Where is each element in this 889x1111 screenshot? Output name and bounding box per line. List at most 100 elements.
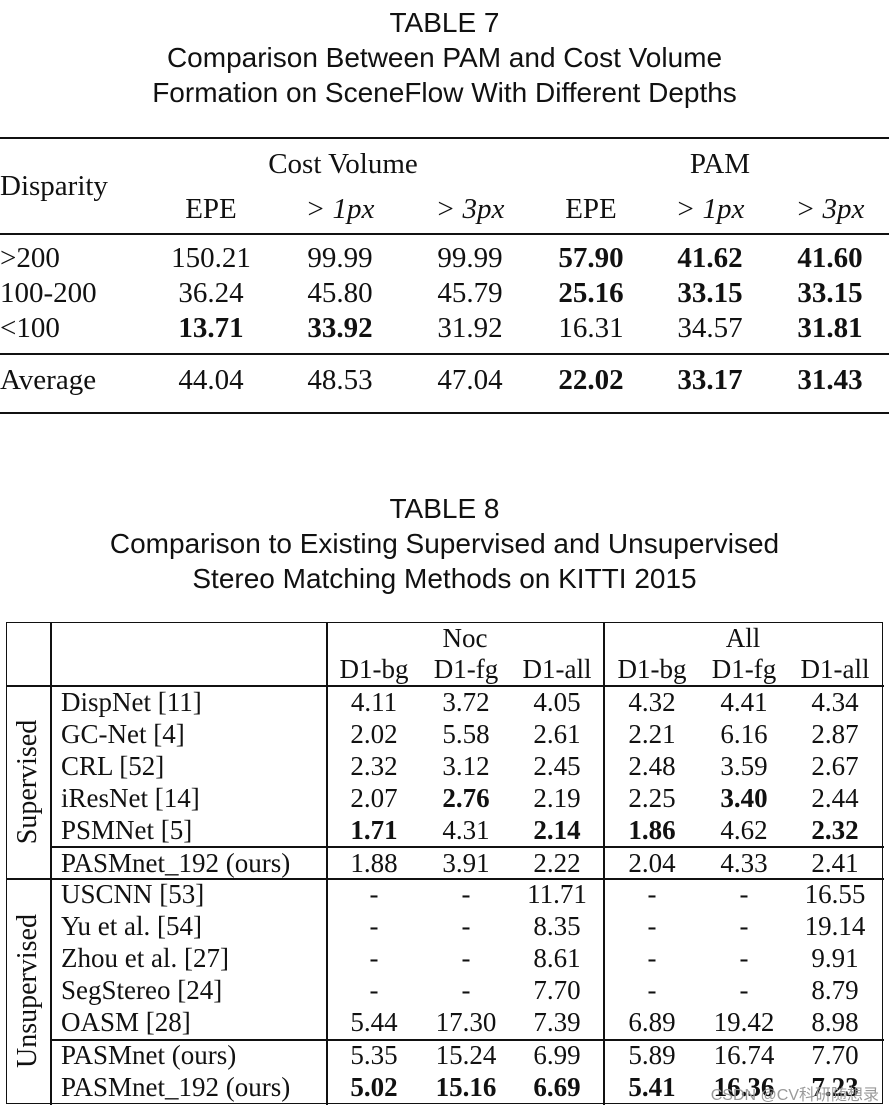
table-cell: 4.11	[350, 687, 398, 717]
ours-rule	[50, 846, 884, 848]
table-cell: 2.87	[811, 719, 859, 750]
table-cell: 2.22	[533, 847, 581, 878]
table-cell: 2.14	[533, 815, 581, 846]
table-cell: 15.16	[435, 1071, 497, 1102]
table7-caption: TABLE 7 Comparison Between PAM and Cost …	[0, 5, 889, 110]
table-cell: 99.99	[307, 242, 373, 274]
method-name: PSMNet [5]	[61, 815, 193, 846]
col-rule	[326, 623, 328, 1105]
table-cell: 2.19	[533, 783, 581, 814]
table-cell: 34.57	[677, 312, 743, 344]
table-cell: -	[369, 975, 379, 1006]
section-label: Supervised	[12, 719, 43, 845]
table-cell: 15.24	[435, 1039, 497, 1070]
body-rule	[0, 353, 889, 355]
table7-caption-line: TABLE 7	[389, 7, 500, 38]
table-cell: 2.41	[811, 847, 859, 878]
column-header: D1-fg	[711, 654, 777, 684]
table-cell: 8.35	[533, 911, 581, 942]
table-cell: 47.04	[437, 364, 503, 396]
table-cell: 16.36	[713, 1071, 775, 1102]
table-cell: -	[369, 943, 379, 974]
table-cell: 2.25	[628, 783, 676, 814]
table-cell: 8.98	[811, 1007, 859, 1038]
table-cell: 41.62	[677, 242, 743, 274]
table-cell: 33.15	[677, 277, 743, 309]
column-header: > 1px	[675, 193, 745, 225]
table-cell: 1.71	[350, 815, 398, 846]
table8-caption-line: Stereo Matching Methods on KITTI 2015	[192, 563, 697, 594]
table-cell: 33.17	[677, 364, 743, 396]
table-cell: 7.39	[533, 1007, 581, 1038]
table-cell: 99.99	[437, 242, 503, 274]
table-cell: 5.02	[350, 1071, 398, 1102]
column-header: EPE	[185, 193, 237, 225]
section-rule	[7, 878, 884, 880]
table-cell: 57.90	[558, 242, 624, 274]
table-cell: 2.07	[350, 783, 398, 814]
table-cell: 7.70	[533, 975, 581, 1006]
table-cell: 3.91	[442, 847, 490, 878]
column-header: D1-bg	[339, 654, 409, 684]
table-cell: -	[461, 943, 471, 974]
table-cell: 4.34	[811, 687, 859, 717]
table-cell: 3.40	[720, 783, 768, 814]
table-cell: 45.80	[307, 277, 373, 309]
table7: Disparity Cost Volume PAM EPE > 1px > 3px E…	[0, 137, 889, 414]
bottom-rule	[0, 412, 889, 414]
table-cell: 4.33	[720, 847, 768, 878]
table-cell: 45.79	[437, 277, 503, 309]
table-cell: 150.21	[171, 242, 251, 274]
table-cell: 2.32	[811, 815, 859, 846]
section-label: Unsupervised	[12, 914, 43, 1068]
table-cell: 2.67	[811, 751, 859, 782]
column-header: > 3px	[795, 193, 865, 225]
header-rule	[0, 233, 889, 235]
ours-rule	[50, 1039, 884, 1041]
method-name: Yu et al. [54]	[61, 911, 202, 942]
table-cell: 33.92	[307, 312, 373, 344]
table-cell: 7.23	[811, 1071, 859, 1102]
row-header: Disparity	[0, 170, 108, 202]
method-name: Zhou et al. [27]	[61, 943, 229, 974]
column-header: D1-bg	[617, 654, 687, 684]
table-cell: 2.45	[533, 751, 581, 782]
method-name: iResNet [14]	[61, 783, 200, 814]
table-cell: -	[461, 911, 471, 942]
table-cell: 1.86	[628, 815, 676, 846]
watermark: CSDN @CV科研随想录	[710, 1087, 879, 1104]
table-cell: 7.70	[811, 1039, 859, 1070]
table-cell: 6.89	[628, 1007, 676, 1038]
top-rule	[0, 137, 889, 139]
table-cell: 19.42	[713, 1007, 775, 1038]
table-cell: -	[739, 911, 749, 942]
method-name: USCNN [53]	[61, 879, 205, 909]
table7-caption-line: Comparison Between PAM and Cost Volume	[166, 42, 723, 73]
header-rule	[7, 685, 884, 687]
table8-caption-line: Comparison to Existing Supervised and Un…	[109, 528, 780, 559]
column-header: EPE	[565, 193, 617, 225]
table-cell: 2.02	[350, 719, 398, 750]
table-cell: 2.44	[811, 783, 859, 814]
table-cell: 33.15	[797, 277, 863, 309]
table-cell: 3.72	[442, 687, 490, 717]
table-cell: 4.05	[533, 687, 581, 717]
method-name: SegStereo [24]	[61, 975, 223, 1006]
table-cell: 3.12	[442, 751, 490, 782]
table-cell: 2.21	[628, 719, 676, 750]
table-cell: 17.30	[435, 1007, 497, 1038]
row-label: Average	[0, 364, 97, 396]
table8-caption-line: TABLE 8	[389, 493, 500, 524]
group-header: Cost Volume	[268, 148, 418, 180]
table-cell: 2.48	[628, 751, 676, 782]
row-label: <100	[0, 312, 60, 344]
table-cell: 1.88	[350, 847, 398, 878]
table-cell: 22.02	[558, 364, 624, 396]
table-cell: 2.32	[350, 751, 398, 782]
table-cell: 4.31	[442, 815, 490, 846]
table-cell: 4.32	[628, 687, 676, 717]
table8: Noc All D1-bg D1-fg D1-all D1-bg D1-fg D1-all…	[6, 622, 884, 1105]
table-cell: -	[461, 975, 471, 1006]
method-name: DispNet [11]	[61, 687, 202, 717]
table-cell: 48.53	[307, 364, 373, 396]
